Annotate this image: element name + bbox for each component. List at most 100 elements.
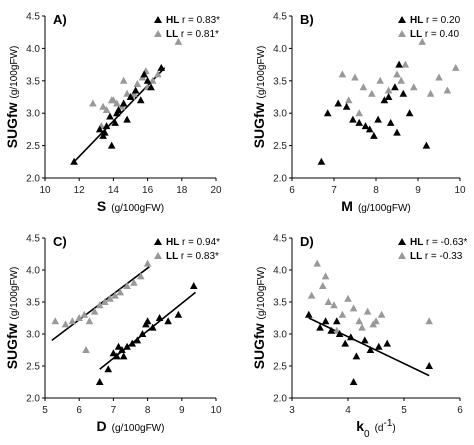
data-point-ll <box>123 89 131 97</box>
data-point-hl <box>174 310 183 318</box>
panel-b: 2.0 2.5 3.0 3.5 4.0 4.5 6 7 8 9 10 B) SUGfw (g/100gF… <box>251 12 466 215</box>
data-point-ll <box>410 83 418 91</box>
data-point-ll <box>109 96 118 104</box>
data-point-hl <box>133 336 142 344</box>
x-tick-label: 6 <box>289 185 295 196</box>
data-point-hl <box>95 125 104 133</box>
y-tick-label: 4.0 <box>26 44 40 55</box>
data-point-hl <box>422 141 431 149</box>
data-point-ll <box>358 323 366 331</box>
data-point-hl <box>347 333 355 341</box>
y-axis-label: SUGfw (g/100gFW) <box>4 267 20 370</box>
data-point-hl <box>321 317 330 325</box>
y-tick-label: 3.5 <box>26 298 40 309</box>
data-point-hl <box>316 323 324 331</box>
y-tick-label: 4.0 <box>26 266 40 277</box>
data-point-ll <box>338 310 347 318</box>
y-tick-label: 2.5 <box>273 141 287 152</box>
data-point-ll <box>119 76 128 84</box>
x-tick-label: 7 <box>331 185 337 196</box>
y-tick-label: 4.5 <box>273 234 287 245</box>
data-point-hl <box>113 109 121 117</box>
data-point-ll <box>85 317 94 325</box>
data-point-ll <box>418 37 426 45</box>
data-point-hl <box>334 99 342 107</box>
data-point-ll <box>321 272 330 280</box>
x-tick-label: 7 <box>111 405 117 416</box>
x-axis-label: D (g/100gFW) <box>97 418 165 434</box>
y-tick-label: 2.5 <box>26 141 40 152</box>
data-point-ll <box>143 259 152 267</box>
legend-marker-hl <box>154 16 162 23</box>
y-tick-label: 2.5 <box>26 362 40 373</box>
y-tick-label: 4.0 <box>273 44 287 55</box>
y-tick-label: 2.0 <box>273 394 287 405</box>
legend-marker-hl <box>398 16 406 23</box>
legend-marker-ll <box>398 252 406 259</box>
data-point-ll <box>393 70 401 78</box>
data-point-hl <box>148 323 157 331</box>
x-tick-label: 5 <box>401 405 407 416</box>
panel-d: 2.0 2.5 3.0 3.5 4.0 4.5 3 4 5 6 D) SUGfw (g/100gFW)… <box>251 234 467 440</box>
data-point-ll <box>307 291 316 299</box>
data-point-hl <box>157 63 166 71</box>
data-point-hl <box>374 115 382 123</box>
data-point-hl <box>393 128 401 136</box>
data-point-ll <box>349 304 358 312</box>
data-point-ll <box>82 346 90 353</box>
data-point-ll <box>68 317 77 325</box>
data-point-hl <box>399 89 408 97</box>
x-axis-label: k0 (d-1) <box>356 418 396 440</box>
x-tick-label: 9 <box>415 185 421 196</box>
y-tick-label: 2.0 <box>26 394 40 405</box>
data-point-ll <box>89 99 97 107</box>
data-point-ll <box>368 89 376 97</box>
y-axis-label: SUGfw (g/100gFW) <box>251 46 267 149</box>
y-tick-label: 4.5 <box>26 234 40 245</box>
x-tick-label: 6 <box>457 405 463 416</box>
y-tick-label: 4.5 <box>273 12 287 23</box>
y-axis-label: SUGfw (g/100gFW) <box>4 46 20 149</box>
data-point-ll <box>148 76 157 84</box>
data-point-hl <box>70 157 78 165</box>
data-point-ll <box>344 96 353 104</box>
data-point-hl <box>305 310 313 318</box>
data-point-hl <box>327 326 335 334</box>
data-point-ll <box>372 317 380 325</box>
y-tick-label: 3.5 <box>26 76 40 87</box>
legend-marker-ll <box>154 30 162 37</box>
data-point-hl <box>361 122 370 130</box>
data-point-ll <box>355 109 363 117</box>
y-tick-label: 3.0 <box>273 109 287 120</box>
data-point-hl <box>111 118 119 126</box>
panel-label: C) <box>53 234 67 249</box>
data-point-ll <box>351 73 359 81</box>
legend-label-hl: HL r = -0.63* <box>410 237 467 248</box>
data-point-ll <box>80 310 89 318</box>
data-point-hl <box>366 346 375 353</box>
panel-c: 2.0 2.5 3.0 3.5 4.0 4.5 5 6 7 8 9 10 C) SUGfw (g/100g… <box>4 234 222 435</box>
data-point-ll <box>90 307 99 315</box>
y-tick-label: 2.0 <box>26 174 40 185</box>
x-tick-label: 10 <box>454 185 466 196</box>
data-point-hl <box>335 330 344 337</box>
legend-label-ll: LL r = -0.33 <box>410 251 463 262</box>
data-point-ll <box>313 259 321 267</box>
data-point-hl <box>104 365 113 373</box>
x-tick-label: 8 <box>373 185 379 196</box>
data-point-ll <box>384 86 393 94</box>
x-tick-label: 9 <box>179 405 185 416</box>
panel-label: A) <box>53 12 67 27</box>
data-point-hl <box>349 378 358 385</box>
legend-marker-hl <box>398 238 406 245</box>
data-point-ll <box>344 294 352 302</box>
data-point-ll <box>443 86 452 94</box>
x-axis-label: S (g/100gFW) <box>97 198 164 214</box>
data-point-hl <box>147 83 155 91</box>
data-point-hl <box>119 99 128 107</box>
x-tick-label: 8 <box>145 405 151 416</box>
data-point-ll <box>363 307 372 315</box>
x-axis-label: M (g/100gFW) <box>341 198 410 214</box>
data-point-ll <box>401 60 410 68</box>
